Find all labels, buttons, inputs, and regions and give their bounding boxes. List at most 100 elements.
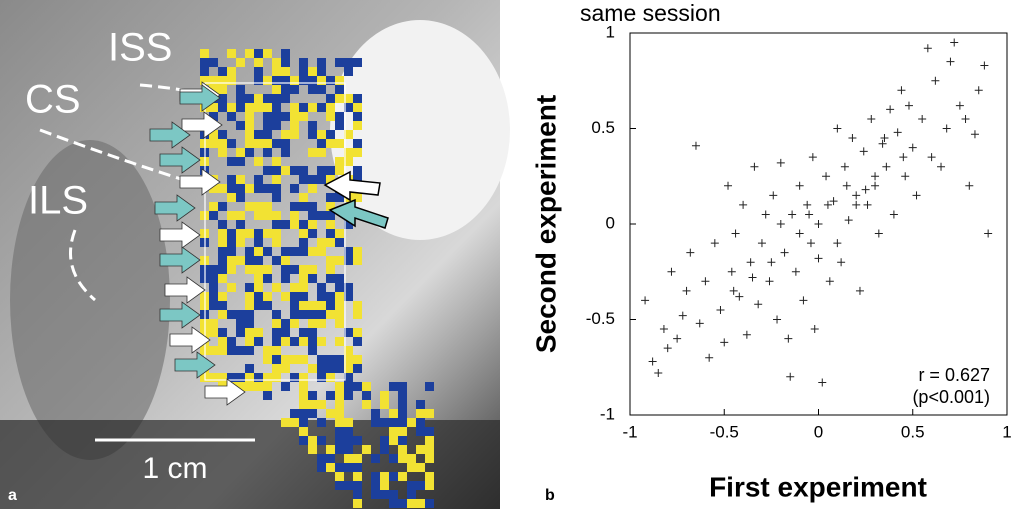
voxel [308,202,317,211]
voxel [335,436,344,445]
voxel [344,103,353,112]
voxel [335,112,344,121]
voxel [335,427,344,436]
voxel [344,418,353,427]
voxel [362,382,371,391]
voxel [308,67,317,76]
voxel [281,328,290,337]
voxel [245,247,254,256]
voxel [254,157,263,166]
voxel [344,436,353,445]
voxel [335,310,344,319]
voxel [218,94,227,103]
voxel [317,58,326,67]
scatter-point [833,239,842,248]
voxel [308,346,317,355]
voxel [335,301,344,310]
voxel [425,409,434,418]
voxel [335,229,344,238]
voxel [281,58,290,67]
voxel [353,463,362,472]
voxel [308,274,317,283]
voxel [326,94,335,103]
voxel [263,184,272,193]
voxel [335,157,344,166]
voxel [344,283,353,292]
scatter-point [823,200,832,209]
voxel [335,85,344,94]
voxel [299,274,308,283]
voxel [209,328,218,337]
scatter-point [776,158,785,167]
voxel [245,373,254,382]
voxel [344,292,353,301]
voxel [290,211,299,220]
voxel [218,229,227,238]
scatter-point [871,181,880,190]
voxel [272,157,281,166]
voxel [281,112,290,121]
arrow [159,246,201,274]
scatter-point [784,334,793,343]
voxel [281,49,290,58]
voxel [299,373,308,382]
scatter-point [735,292,744,301]
voxel [317,103,326,112]
voxel [209,76,218,85]
voxel [227,184,236,193]
voxel [326,274,335,283]
voxel [254,94,263,103]
scatter-point [739,200,748,209]
voxel [407,481,416,490]
voxel [218,130,227,139]
voxel [308,409,317,418]
voxel [317,67,326,76]
voxel [218,103,227,112]
voxel [353,139,362,148]
scatter-point [765,277,774,286]
voxel [227,346,236,355]
voxel [218,310,227,319]
voxel [317,85,326,94]
voxel [227,373,236,382]
voxel [227,67,236,76]
voxel [344,355,353,364]
voxel [389,436,398,445]
voxel [290,184,299,193]
voxel [272,337,281,346]
scatter-point [965,181,974,190]
voxel [245,292,254,301]
scatter-point [720,338,729,347]
voxel [236,94,245,103]
voxel [209,265,218,274]
voxel [245,139,254,148]
scatter-point [750,162,759,171]
voxel [425,454,434,463]
scatter-point [754,300,763,309]
voxel [299,265,308,274]
voxel [290,202,299,211]
voxel [326,175,335,184]
voxel [281,85,290,94]
voxel [272,184,281,193]
voxel [416,427,425,436]
panel-label: a [8,487,17,504]
voxel [398,499,407,508]
voxel [290,319,299,328]
voxel [254,202,263,211]
voxel [227,283,236,292]
voxel [218,85,227,94]
voxel [326,355,335,364]
scatter-point [908,143,917,152]
arrow [204,378,246,406]
scatter-point [825,277,834,286]
voxel [317,463,326,472]
scatter-point [724,181,733,190]
voxel [326,256,335,265]
voxel [218,337,227,346]
voxel [326,166,335,175]
voxel [209,103,218,112]
scatter-point [918,114,927,123]
scatter-point [931,76,940,85]
voxel [254,175,263,184]
